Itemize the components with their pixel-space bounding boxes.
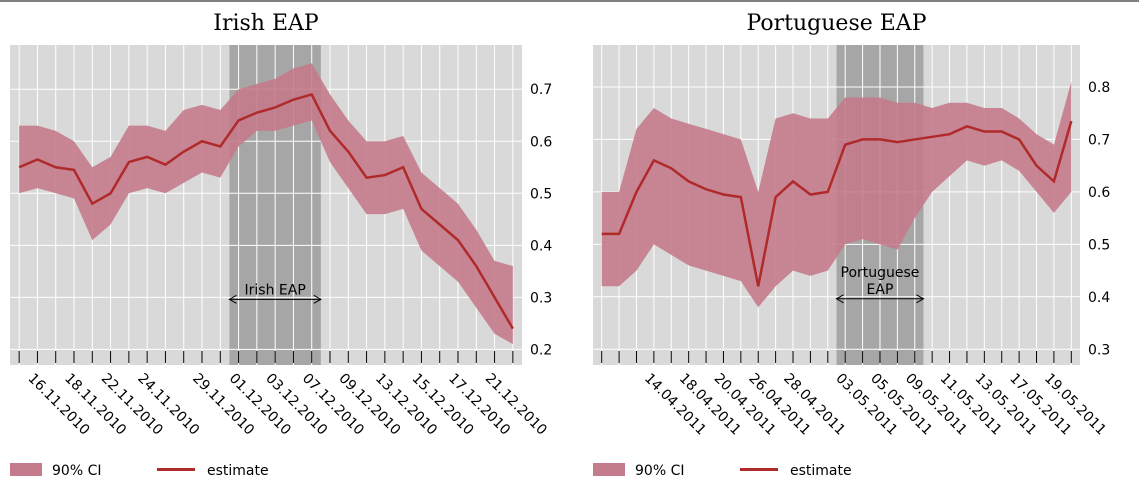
- legend-label: 90% CI: [52, 463, 101, 479]
- legend-swatch: [10, 463, 42, 476]
- y-tick-label: 0.5: [530, 186, 552, 202]
- y-tick-label: 0.4: [1088, 290, 1110, 306]
- legend-label: estimate: [790, 463, 852, 479]
- arrow-head: [313, 294, 322, 304]
- y-tick-label: 0.4: [530, 238, 552, 254]
- ci-band: [601, 81, 1072, 308]
- arrow-head: [916, 294, 925, 304]
- estimate-line: [601, 120, 1073, 287]
- annotation-label: Irish EAP: [245, 282, 306, 298]
- arrow-head: [835, 294, 844, 304]
- chart-title: Portuguese EAP: [746, 11, 926, 36]
- y-tick-label: 0.7: [1088, 132, 1110, 148]
- ci-band: [19, 63, 513, 345]
- estimate-line: [18, 92, 514, 330]
- y-tick-label: 0.6: [530, 134, 552, 150]
- annotation-label: EAP: [867, 282, 894, 298]
- y-tick-label: 0.3: [530, 290, 552, 306]
- legend-label: estimate: [207, 463, 269, 479]
- y-tick-label: 0.8: [1088, 80, 1110, 96]
- y-tick-label: 0.2: [530, 342, 552, 358]
- y-tick-label: 0.6: [1088, 185, 1110, 201]
- legend-label: 90% CI: [635, 463, 684, 479]
- y-tick-label: 0.3: [1088, 342, 1110, 358]
- chart-title: Irish EAP: [213, 11, 319, 36]
- y-tick-label: 0.5: [1088, 237, 1110, 253]
- legend-swatch: [593, 463, 625, 476]
- arrow-head: [228, 294, 237, 304]
- y-tick-label: 0.7: [530, 82, 552, 98]
- annotation-label: Portuguese: [841, 265, 920, 281]
